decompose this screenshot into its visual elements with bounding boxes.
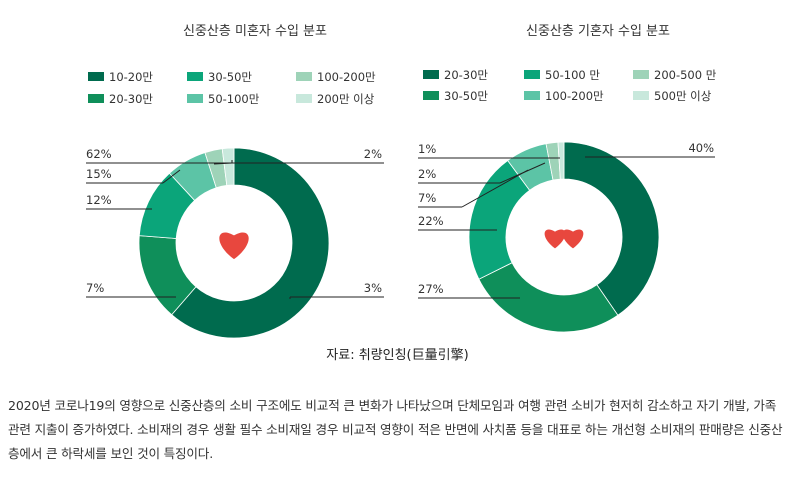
chart-title: 신중산층 미혼자 수입 분포 (183, 24, 327, 39)
donut-slice (221, 147, 235, 186)
legend-swatch (296, 72, 312, 81)
legend-swatch (633, 91, 649, 100)
legend-swatch (296, 94, 312, 103)
slice-value-label: 3% (364, 281, 382, 295)
legend-label: 50-100 만 (545, 68, 600, 82)
slice-value-label: 62% (86, 147, 112, 161)
callout-connector (499, 162, 546, 184)
callout-connector (461, 169, 529, 208)
legend-swatch (187, 94, 203, 103)
chart-title: 신중산층 기혼자 수입 분포 (526, 24, 670, 39)
legend-label: 50-100만 (208, 92, 260, 106)
charts-canvas: 신중산층 미혼자 수입 분포 10-20만 30-50만 100-200만 20-30만… (86, 24, 717, 339)
slice-value-label: 7% (418, 191, 436, 205)
slice-value-label: 1% (418, 142, 436, 156)
legend-label: 100-200만 (545, 89, 604, 103)
heart-icon (219, 232, 249, 260)
slice-value-label: 15% (86, 167, 112, 181)
body-paragraph: 2020년 코로나19의 영향으로 신중산층의 소비 구조에도 비교적 큰 변화… (8, 398, 783, 461)
donut-slice (478, 262, 619, 333)
legend-swatch (633, 70, 649, 79)
legend-label: 20-30만 (109, 92, 153, 106)
donut-slice (171, 147, 330, 339)
slice-value-label: 2% (364, 147, 382, 161)
legend-swatch (88, 72, 104, 81)
legend-label: 20-30만 (444, 68, 488, 82)
legend-label: 200만 이상 (317, 92, 375, 106)
heart-icon (562, 229, 584, 249)
slice-value-label: 7% (86, 281, 104, 295)
callout-connector (162, 169, 181, 184)
slice-value-label: 12% (86, 193, 112, 207)
legend-label: 30-50만 (208, 70, 252, 84)
source-note: 자료: 취량인칭(巨量引擎) (326, 348, 469, 363)
legend-swatch (423, 91, 439, 100)
legend-swatch (88, 94, 104, 103)
legend-label: 10-20만 (109, 70, 153, 84)
legend-label: 200-500 만 (654, 68, 717, 82)
donut-slice (563, 141, 660, 316)
heart-icon (544, 229, 566, 249)
callout-connector (213, 162, 233, 165)
legend-label: 500만 이상 (654, 89, 712, 103)
legend-label: 30-50만 (444, 89, 488, 103)
legend-swatch (423, 70, 439, 79)
slice-value-label: 27% (418, 282, 444, 296)
legend-swatch (187, 72, 203, 81)
donut-slice (557, 141, 565, 180)
slice-value-label: 2% (418, 167, 436, 181)
donut-chart-1: 신중산층 미혼자 수입 분포 10-20만 30-50만 100-200만 20-30만… (86, 24, 384, 339)
legend-swatch (524, 91, 540, 100)
donut-chart-2: 신중산층 기혼자 수입 분포 20-30만 50-100 만 200-500 만 30-… (418, 24, 717, 333)
legend-swatch (524, 70, 540, 79)
legend-label: 100-200만 (317, 70, 376, 84)
slice-value-label: 22% (418, 214, 444, 228)
slice-value-label: 40% (688, 141, 714, 155)
